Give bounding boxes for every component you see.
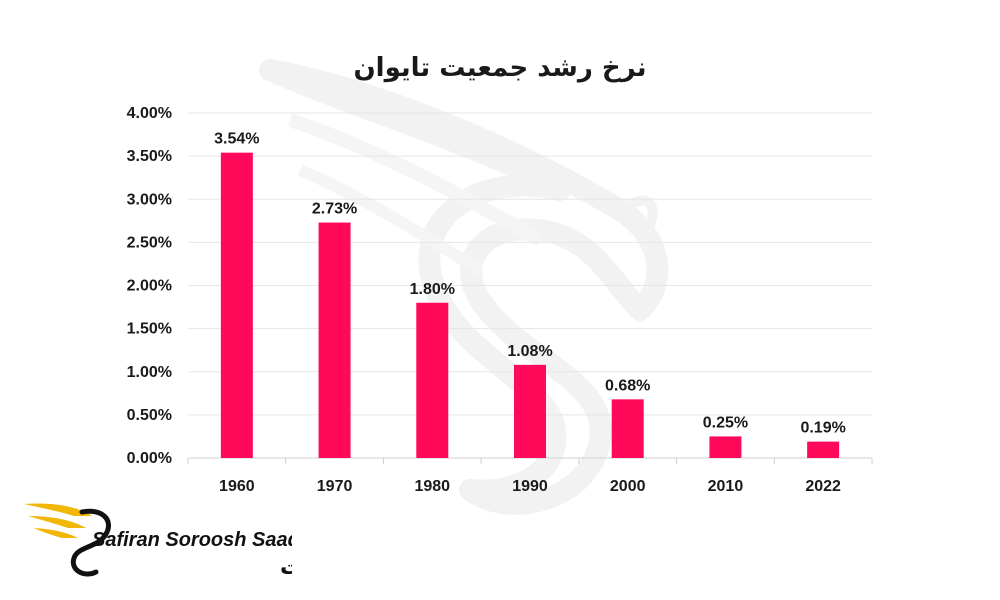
bar: [220, 152, 253, 459]
data-label: 1.08%: [507, 343, 552, 360]
bars: [220, 152, 840, 459]
data-label: 0.19%: [800, 420, 845, 437]
y-axis: 0.00% 0.50% 1.00% 1.50% 2.00% 2.50% 3.00% 3.50%…: [127, 105, 172, 467]
y-tick-label: 3.00%: [127, 191, 172, 208]
x-axis: 1960 1970 1980 1990 2000 2010 2022: [219, 478, 841, 495]
x-tick-label: 1980: [414, 478, 450, 495]
swan-wing-icon: [259, 59, 669, 515]
x-tick-label: 1990: [512, 478, 548, 495]
swan-wing-icon: [24, 503, 111, 577]
y-tick-label: 2.00%: [127, 278, 172, 295]
brand-name-fa: سفیران سروش سعادت: [280, 555, 292, 580]
gridlines: [187, 112, 873, 464]
x-tick-label: 2000: [610, 478, 646, 495]
y-tick-label: 1.50%: [127, 321, 172, 338]
x-tick-label: 1970: [317, 478, 353, 495]
y-tick-label: 2.50%: [127, 234, 172, 251]
y-tick-label: 0.50%: [127, 407, 172, 424]
brand-logo: Safiran Soroosh Saadat سفیران سروش سعادت: [24, 503, 292, 580]
x-tick-label: 2022: [805, 478, 841, 495]
data-labels: 3.54% 2.73% 1.80% 1.08% 0.68% 0.25% 0.19%: [214, 131, 846, 437]
bar: [416, 302, 449, 458]
x-tick-label: 2010: [708, 478, 744, 495]
chart-title: نرخ رشد جمعیت تایوان: [353, 53, 646, 83]
data-label: 2.73%: [312, 201, 357, 218]
brand-name-en: Safiran Soroosh Saadat: [92, 529, 292, 551]
x-tick-label: 1960: [219, 478, 255, 495]
data-label: 3.54%: [214, 131, 259, 148]
data-label: 1.80%: [410, 281, 455, 298]
bar: [514, 364, 546, 458]
bar: [611, 399, 644, 458]
y-tick-label: 0.00%: [127, 450, 172, 467]
data-label: 0.25%: [703, 414, 748, 431]
data-label: 0.68%: [605, 377, 650, 394]
bar: [807, 441, 840, 458]
y-tick-label: 4.00%: [127, 105, 172, 122]
y-tick-label: 1.00%: [127, 364, 172, 381]
y-tick-label: 3.50%: [127, 148, 172, 165]
bar: [709, 436, 742, 458]
bar: [318, 222, 351, 458]
